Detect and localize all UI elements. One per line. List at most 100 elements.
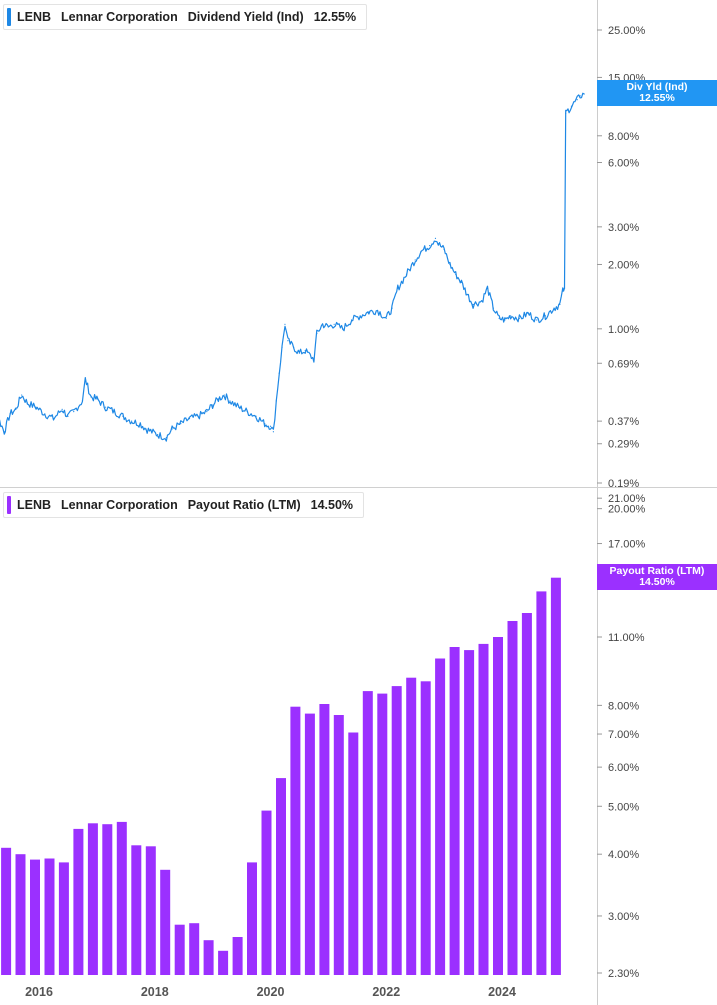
- dividend-yield-point: [429, 245, 431, 247]
- top-y-axis: 25.00%15.00%8.00%6.00%3.00%2.00%1.00%0.6…: [597, 25, 646, 490]
- dividend-yield-point: [223, 394, 225, 396]
- dividend-yield-point: [52, 418, 55, 420]
- legend-value: 14.50%: [310, 498, 354, 512]
- payout-y-tick-label: 2.30%: [608, 968, 639, 980]
- dividend-yield-point: [272, 431, 274, 433]
- dividend-yield-point: [563, 287, 566, 289]
- dividend-yield-point: [316, 332, 318, 335]
- payout-ratio-bar: [449, 647, 460, 975]
- dividend-yield-point: [391, 307, 393, 309]
- payout-ratio-bar: [116, 821, 127, 975]
- x-tick-label: 2024: [488, 985, 516, 999]
- yield-y-tick-label: 0.29%: [608, 439, 639, 451]
- payout-y-tick-label: 6.00%: [608, 762, 639, 774]
- dividend-yield-point: [397, 287, 399, 289]
- dividend-yield-point: [67, 415, 69, 417]
- dividend-yield-point: [327, 326, 329, 328]
- dividend-yield-point: [269, 425, 272, 427]
- dividend-yield-point: [246, 410, 248, 413]
- payout-y-tick-label: 8.00%: [608, 700, 639, 712]
- payout-ratio-bar: [102, 824, 113, 975]
- payout-ratio-bar: [377, 693, 388, 975]
- dividend-yield-point: [298, 352, 301, 354]
- dividend-yield-point: [9, 413, 11, 415]
- dividend-yield-point: [527, 312, 529, 315]
- dividend-yield-point: [284, 323, 286, 325]
- dividend-yield-point: [368, 311, 370, 313]
- dividend-yield-point: [492, 307, 494, 309]
- payout-ratio-bar: [30, 859, 40, 975]
- payout-ratio-bar: [58, 862, 69, 975]
- dividend-yield-point: [321, 323, 324, 325]
- yield-y-tick-label: 3.00%: [608, 222, 639, 234]
- dividend-yield-point: [84, 378, 86, 380]
- dividend-yield-point: [449, 263, 451, 266]
- payout-ratio-bar: [261, 810, 272, 975]
- payout-ratio-bar: [203, 940, 214, 975]
- dividend-yield-point: [61, 408, 63, 410]
- payout-ratio-bar: [87, 823, 98, 975]
- dividend-yield-point: [420, 250, 422, 253]
- tag-value: 14.50%: [639, 576, 675, 588]
- dividend-yield-point: [229, 400, 231, 402]
- dividend-yield-point: [376, 309, 379, 311]
- dividend-yield-point: [212, 404, 214, 406]
- payout-ratio-bar: [189, 923, 200, 975]
- dividend-yield-point: [145, 428, 147, 430]
- payout-y-tick-label: 3.00%: [608, 911, 639, 923]
- dividend-yield-point: [342, 328, 344, 330]
- payout-ratio-bar: [232, 937, 243, 975]
- dividend-yield-point: [15, 408, 17, 410]
- dividend-yield-point: [434, 237, 437, 239]
- dividend-yield-point: [510, 315, 512, 317]
- dividend-yield-point: [81, 400, 84, 402]
- payout-ratio-bar: [333, 715, 344, 975]
- yield-y-tick-label: 0.69%: [608, 358, 639, 370]
- dividend-yield-point: [565, 112, 567, 114]
- dividend-yield-point: [498, 317, 500, 319]
- dividend-yield-point: [576, 99, 578, 101]
- legend-company: Lennar Corporation: [61, 498, 178, 512]
- dividend-yield-line: [0, 92, 585, 442]
- dividend-yield-point: [3, 431, 5, 433]
- yield-y-tick-label: 1.00%: [608, 324, 639, 336]
- payout-ratio-series: [1, 577, 561, 975]
- tag-label: Div Yld (Ind): [626, 81, 688, 93]
- dividend-yield-point: [313, 358, 315, 360]
- payout-ratio-bar: [145, 846, 156, 975]
- payout-ratio-bar: [435, 658, 446, 975]
- dividend-yield-point: [180, 423, 182, 425]
- payout-ratio-bar: [406, 677, 417, 975]
- payout-ratio-bar: [160, 869, 171, 975]
- bottom-y-axis: 21.00%20.00% 17.00% 11.00% 8.00% 7.00% 6.00% 5…: [597, 493, 646, 980]
- yield-y-tick-label: 6.00%: [608, 157, 639, 169]
- dividend-yield-point: [443, 248, 445, 251]
- dividend-yield-point: [460, 281, 463, 283]
- dividend-yield-point: [73, 410, 75, 413]
- payout-ratio-bar: [391, 686, 402, 975]
- legend-dividend-yield[interactable]: LENB Lennar Corporation Dividend Yield (…: [3, 4, 368, 30]
- payout-ratio-bar: [348, 732, 359, 975]
- yield-y-tick-label: 0.19%: [608, 478, 639, 490]
- yield-y-tick-label: 8.00%: [608, 131, 639, 143]
- legend-payout-ratio[interactable]: LENB Lennar Corporation Payout Ratio (LT…: [3, 492, 365, 518]
- payout-ratio-bar: [73, 828, 84, 975]
- dividend-yield-point: [304, 350, 306, 352]
- legend-company: Lennar Corporation: [61, 10, 178, 24]
- dividend-yield-point: [171, 428, 173, 430]
- legend-ticker: LENB: [17, 10, 52, 24]
- dividend-yield-point: [583, 93, 585, 95]
- payout-ratio-bar: [304, 713, 315, 975]
- dividend-yield-point: [113, 410, 115, 413]
- legend-metric: Dividend Yield (Ind): [187, 10, 304, 24]
- dividend-yield-point: [21, 394, 23, 396]
- payout-y-tick-label: 4.00%: [608, 849, 639, 861]
- dividend-yield-point: [238, 406, 240, 408]
- payout-y-tick-label: 17.00%: [608, 539, 646, 551]
- payout-y-tick-label: 21.00%: [608, 493, 646, 505]
- dividend-yield-point: [139, 423, 141, 425]
- dividend-yield-point: [544, 315, 547, 317]
- dividend-yield-point: [217, 398, 220, 400]
- dividend-yield-point: [455, 273, 457, 275]
